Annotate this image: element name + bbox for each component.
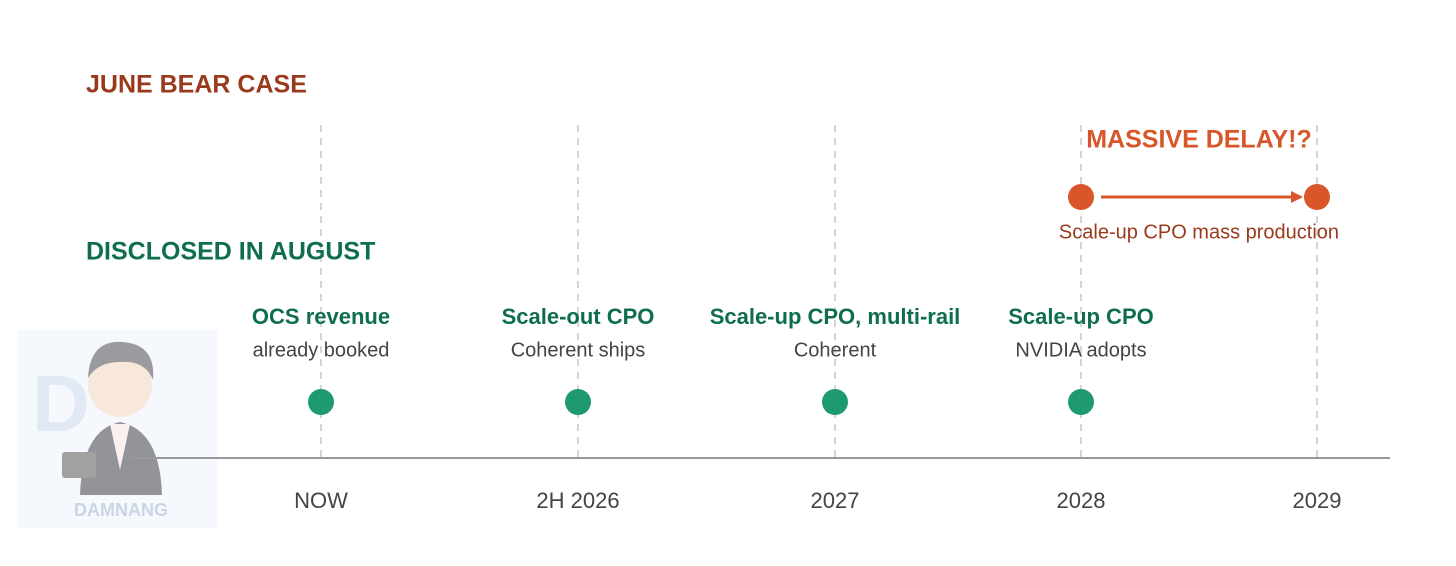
delay-title: MASSIVE DELAY!? (1086, 126, 1312, 154)
logo-watermark: D DAMNANG (17, 330, 217, 528)
timeline-label: 2027 (811, 488, 860, 513)
milestone-dot (822, 389, 848, 415)
milestone-subtitle: already booked (253, 339, 390, 361)
delay-label: Scale-up CPO mass production (1059, 221, 1339, 243)
milestone-dot (565, 389, 591, 415)
timeline-label: NOW (294, 488, 348, 513)
milestone-dot (1068, 389, 1094, 415)
milestone-title: Scale-up CPO, multi-rail (710, 304, 961, 329)
milestone-title: OCS revenue (252, 304, 390, 329)
avatar-tablet (62, 452, 96, 478)
timeline-label: 2029 (1293, 488, 1342, 513)
section-heading: DISCLOSED IN AUGUST (86, 238, 375, 266)
milestone-subtitle: Coherent (794, 339, 877, 361)
avatar-hair (88, 341, 154, 380)
avatar-head (88, 353, 152, 417)
logo-letter: D (32, 359, 90, 448)
milestone-dot (308, 389, 334, 415)
delay-end-dot (1304, 184, 1330, 210)
timeline-label: 2H 2026 (536, 488, 619, 513)
delay-start-dot (1068, 184, 1094, 210)
milestone-title: Scale-out CPO (502, 304, 655, 329)
milestone-subtitle: Coherent ships (511, 339, 646, 361)
timeline-label: 2028 (1057, 488, 1106, 513)
milestone-subtitle: NVIDIA adopts (1015, 339, 1146, 361)
milestone-title: Scale-up CPO (1008, 304, 1153, 329)
logo-text: DAMNANG (74, 500, 168, 520)
avatar-shirt (110, 424, 130, 470)
section-heading: JUNE BEAR CASE (86, 71, 307, 99)
